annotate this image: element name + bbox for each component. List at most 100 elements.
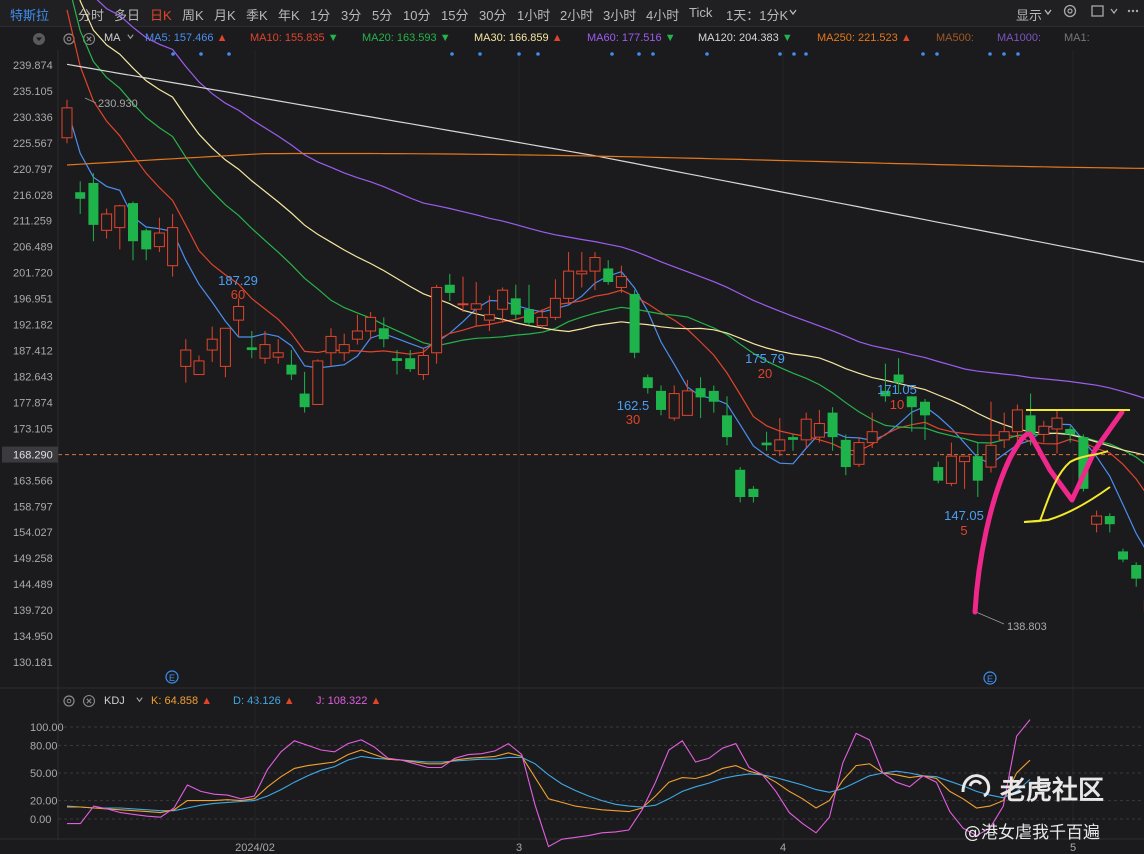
candle-body-down xyxy=(642,377,653,389)
kdj-settings-icon[interactable] xyxy=(62,694,76,708)
period-tab-monthly[interactable]: 月K xyxy=(214,8,236,23)
candle-body-down xyxy=(893,374,904,383)
period-count-label: 5 xyxy=(960,523,967,538)
candle-body-up xyxy=(325,335,337,354)
symbol-label[interactable]: 特斯拉 xyxy=(10,8,50,23)
candle-body-up xyxy=(1038,425,1050,435)
candle-body-up xyxy=(365,316,377,332)
candle-body-up xyxy=(800,418,812,441)
collapse-icon[interactable] xyxy=(32,32,46,46)
user-drawings xyxy=(972,409,1130,615)
drawn-yellow-curve-upper xyxy=(1023,450,1109,523)
candle-body-down xyxy=(629,293,640,353)
period-count-label: 30 xyxy=(626,412,640,427)
price-tick-label: 235.105 xyxy=(13,86,53,98)
ma120-legend: MA120: 204.383 ▼ xyxy=(698,32,793,44)
candle-body-down xyxy=(75,192,86,199)
period-tab-2h[interactable]: 2小时 xyxy=(560,8,594,23)
period-tab-15m[interactable]: 15分 xyxy=(441,8,469,23)
axis-labels: 239.874 235.105 230.336 225.567 220.797 216.0… xyxy=(2,60,1076,854)
tiger-logo-icon xyxy=(960,770,994,807)
event-dot xyxy=(171,52,175,56)
candle-body-down xyxy=(722,415,732,438)
period-tab-3h[interactable]: 3小时 xyxy=(603,8,637,23)
chevron-down-icon[interactable] xyxy=(126,32,135,44)
candle-body-up xyxy=(312,360,324,405)
price-tick-label: 206.489 xyxy=(13,242,53,254)
period-tab-10m[interactable]: 10分 xyxy=(403,8,431,23)
ma10-legend: MA10: 155.835 ▼ xyxy=(250,32,339,44)
period-tab-5m[interactable]: 5分 xyxy=(372,8,393,23)
candle-body-down xyxy=(392,358,402,361)
settings-gear-icon[interactable] xyxy=(1062,3,1078,22)
high-low-price-label: 187.29 xyxy=(218,273,258,288)
period-tab-1h[interactable]: 1小时 xyxy=(517,8,551,23)
ma-settings-icon[interactable] xyxy=(62,32,76,46)
candle-body-up xyxy=(483,314,495,321)
candle-body-down xyxy=(88,182,99,225)
candle-body-down xyxy=(299,393,310,408)
candle-body-down xyxy=(524,309,534,323)
price-tick-label: 192.182 xyxy=(13,320,53,332)
candle-body-down xyxy=(378,328,389,340)
candle-body-down xyxy=(920,401,930,416)
candle-body-up xyxy=(431,286,443,354)
min-price-label: 138.803 xyxy=(1007,621,1047,633)
candle-body-up xyxy=(167,227,179,267)
event-dot xyxy=(517,52,521,56)
candle-body-down xyxy=(788,437,798,440)
period-tab-tick[interactable]: Tick xyxy=(689,5,713,20)
period-tab-30m[interactable]: 30分 xyxy=(479,8,507,23)
candle-body-down xyxy=(656,390,666,410)
kdj-close-icon[interactable] xyxy=(82,694,96,708)
x-tick-label: 2024/02 xyxy=(235,842,275,854)
candle-body-up xyxy=(853,442,865,465)
candle-body-up xyxy=(457,303,469,306)
candle-body-up xyxy=(668,393,680,419)
candle-body-up xyxy=(589,257,601,272)
period-dropdown[interactable]: 1天：1分K xyxy=(726,8,789,23)
candle-body-up xyxy=(233,306,245,321)
event-dot xyxy=(988,52,992,56)
period-tab-3m[interactable]: 3分 xyxy=(341,8,362,23)
period-tab-weekly[interactable]: 周K xyxy=(182,8,204,23)
period-tab-intraday[interactable]: 分时 xyxy=(78,8,105,23)
window-icon[interactable] xyxy=(1090,3,1106,22)
current-price-tag xyxy=(2,446,58,463)
more-icon[interactable] xyxy=(1126,3,1140,22)
candle-body-up xyxy=(417,354,429,376)
period-tab-4h[interactable]: 4小时 xyxy=(646,8,680,23)
period-tab-multiday[interactable]: 多日 xyxy=(114,8,141,23)
chevron-down-icon[interactable] xyxy=(1043,5,1053,20)
price-tick-label: 144.489 xyxy=(13,579,53,591)
chevron-down-icon[interactable] xyxy=(1109,3,1119,22)
period-tab-daily[interactable]: 日K xyxy=(150,8,172,23)
period-tab-1m[interactable]: 1分 xyxy=(310,8,331,23)
price-tick-label: 220.797 xyxy=(13,164,53,176)
ma-close-icon[interactable] xyxy=(82,32,96,46)
event-dot xyxy=(792,52,796,56)
ma30-legend: MA30: 166.859 ▲ xyxy=(474,32,563,44)
candle-body-up xyxy=(338,344,350,354)
annotation-leader xyxy=(84,97,97,104)
period-tab-quarterly[interactable]: 季K xyxy=(246,8,268,23)
ma-indicator-name[interactable]: MA xyxy=(104,32,121,44)
period-toolbar: 特斯拉 分时 多日 日K 周K 月K 季K 年K 1分 3分 5分 10分 15… xyxy=(0,0,1144,27)
candle-body-down xyxy=(128,203,138,242)
event-dot xyxy=(921,52,925,56)
price-tick-label: 201.720 xyxy=(13,268,53,280)
candle-body-down xyxy=(840,439,851,468)
chevron-down-icon[interactable] xyxy=(135,695,144,707)
chevron-down-icon[interactable] xyxy=(788,5,798,20)
ma120-line xyxy=(66,63,1144,263)
display-button[interactable]: 显示 xyxy=(1016,8,1043,23)
ma20-legend: MA20: 163.593 ▼ xyxy=(362,32,451,44)
period-tab-yearly[interactable]: 年K xyxy=(278,8,300,23)
candle-body-up xyxy=(681,390,693,416)
kdj-indicator-name[interactable]: KDJ xyxy=(104,695,125,707)
candle-body-up xyxy=(549,297,561,318)
max-price-label: 230.930 xyxy=(98,98,138,110)
event-dot xyxy=(610,52,614,56)
kdj-j-line xyxy=(67,719,1031,848)
